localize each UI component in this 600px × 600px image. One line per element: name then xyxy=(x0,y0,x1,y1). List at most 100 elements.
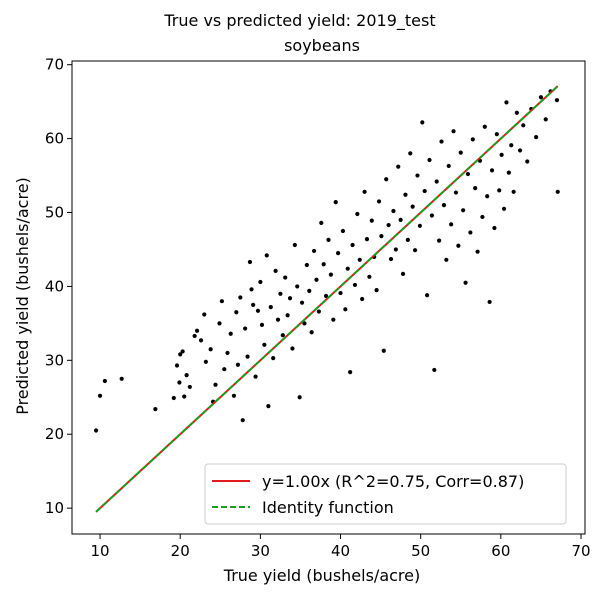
data-point xyxy=(234,310,239,315)
data-point xyxy=(222,367,227,372)
data-point xyxy=(314,277,319,282)
legend-label-identity: Identity function xyxy=(262,498,394,517)
data-point xyxy=(243,326,248,331)
data-point xyxy=(343,307,348,312)
data-point xyxy=(391,208,396,214)
data-point xyxy=(444,257,449,262)
x-tick-label: 60 xyxy=(491,542,510,560)
data-point xyxy=(410,204,415,209)
data-point xyxy=(331,317,336,322)
data-point xyxy=(482,124,487,129)
data-point xyxy=(379,234,384,239)
x-tick-label: 30 xyxy=(251,542,270,560)
data-point xyxy=(192,333,197,339)
data-point xyxy=(427,157,432,163)
chart-title: soybeans xyxy=(284,36,360,55)
x-tick-label: 40 xyxy=(331,542,350,560)
data-point xyxy=(403,192,408,197)
data-point xyxy=(555,189,560,194)
data-point xyxy=(336,251,341,256)
data-point xyxy=(429,213,435,218)
data-point xyxy=(393,247,398,252)
data-point xyxy=(178,352,183,357)
data-point xyxy=(240,418,245,423)
data-point xyxy=(253,374,258,379)
data-point xyxy=(487,299,492,305)
data-point xyxy=(182,394,187,399)
data-point xyxy=(386,222,391,228)
data-point xyxy=(271,356,276,361)
data-point xyxy=(350,242,355,248)
x-tick-label: 50 xyxy=(411,542,430,560)
data-point xyxy=(458,150,463,155)
data-point xyxy=(475,249,480,254)
data-point xyxy=(328,272,334,277)
data-point xyxy=(497,188,502,193)
x-tick-label: 20 xyxy=(171,542,190,560)
data-point xyxy=(489,168,495,173)
data-point xyxy=(217,321,222,326)
data-point xyxy=(398,217,403,222)
data-point xyxy=(422,188,427,194)
data-point xyxy=(203,359,208,364)
data-point xyxy=(453,190,459,195)
data-point xyxy=(465,171,471,177)
y-tick-label: 70 xyxy=(45,56,64,74)
y-tick-label: 30 xyxy=(45,351,64,369)
data-point xyxy=(174,363,180,368)
data-point xyxy=(93,428,99,433)
data-point xyxy=(316,309,321,314)
data-point xyxy=(307,288,312,293)
data-point xyxy=(262,342,267,347)
data-point xyxy=(326,237,331,242)
data-point xyxy=(376,199,382,204)
data-point xyxy=(424,293,430,298)
data-point xyxy=(338,290,343,296)
data-point xyxy=(417,223,422,228)
data-point xyxy=(412,248,418,253)
data-point xyxy=(384,177,389,182)
data-point xyxy=(437,238,442,243)
data-point xyxy=(297,395,302,400)
data-point xyxy=(517,148,523,153)
y-tick-label: 50 xyxy=(45,204,64,222)
data-point xyxy=(352,282,358,288)
data-point xyxy=(439,139,444,144)
data-point xyxy=(153,406,158,412)
data-point xyxy=(295,284,300,289)
data-point xyxy=(102,378,107,384)
data-point xyxy=(290,346,295,351)
legend-label-fit-line: y=1.00x (R^2=0.75, Corr=0.87) xyxy=(262,472,524,491)
data-point xyxy=(420,120,425,125)
data-point xyxy=(292,242,297,248)
data-point xyxy=(180,349,185,354)
data-point xyxy=(521,123,526,128)
data-point xyxy=(268,305,273,310)
data-point xyxy=(451,129,456,134)
y-tick-label: 20 xyxy=(45,425,64,443)
data-point xyxy=(258,279,263,285)
data-point xyxy=(525,159,530,164)
data-point xyxy=(311,248,317,254)
data-point xyxy=(396,164,401,169)
data-point xyxy=(499,152,504,157)
data-point xyxy=(251,302,256,307)
data-point xyxy=(249,287,254,292)
data-point xyxy=(304,262,309,268)
data-point xyxy=(446,163,451,169)
data-point xyxy=(506,170,511,175)
data-point xyxy=(360,296,365,302)
data-point xyxy=(408,151,413,156)
data-point xyxy=(319,220,324,225)
y-tick-label: 60 xyxy=(45,130,64,148)
plot-area xyxy=(71,60,586,535)
data-point xyxy=(323,293,329,299)
legend-box xyxy=(204,463,567,525)
data-point xyxy=(388,256,394,262)
x-tick-label: 70 xyxy=(571,542,590,560)
data-point xyxy=(501,206,507,211)
data-point xyxy=(273,268,278,273)
data-point xyxy=(461,208,466,213)
data-point xyxy=(280,333,285,338)
